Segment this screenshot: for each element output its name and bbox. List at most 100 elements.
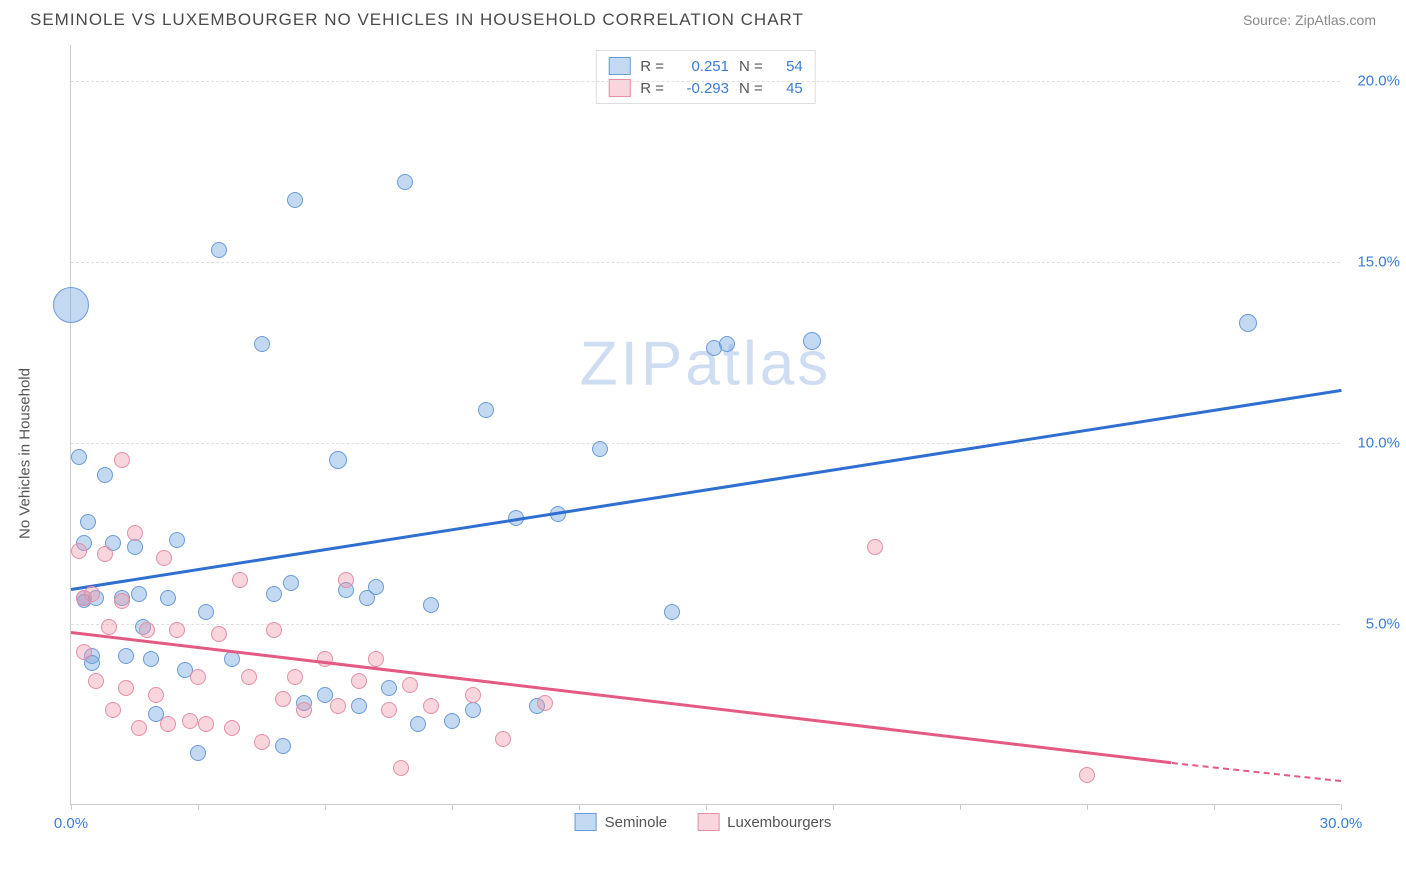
scatter-point-luxembourgers	[317, 651, 333, 667]
scatter-point-luxembourgers	[266, 622, 282, 638]
scatter-point-seminole	[329, 451, 347, 469]
scatter-point-luxembourgers	[71, 543, 87, 559]
scatter-point-seminole	[444, 713, 460, 729]
watermark-zip: ZIP	[580, 329, 685, 398]
x-tick	[71, 804, 72, 810]
scatter-point-luxembourgers	[211, 626, 227, 642]
x-tick	[579, 804, 580, 810]
scatter-point-luxembourgers	[101, 619, 117, 635]
scatter-point-luxembourgers	[84, 586, 100, 602]
r-label: R =	[640, 58, 664, 75]
scatter-point-seminole	[664, 604, 680, 620]
scatter-point-luxembourgers	[156, 550, 172, 566]
scatter-point-luxembourgers	[423, 698, 439, 714]
scatter-point-luxembourgers	[232, 572, 248, 588]
scatter-point-seminole	[266, 586, 282, 602]
scatter-point-seminole	[71, 449, 87, 465]
r-value: 0.251	[674, 58, 729, 75]
scatter-point-luxembourgers	[275, 691, 291, 707]
scatter-point-luxembourgers	[190, 669, 206, 685]
x-tick	[452, 804, 453, 810]
x-tick	[960, 804, 961, 810]
scatter-point-luxembourgers	[182, 713, 198, 729]
scatter-point-seminole	[803, 332, 821, 350]
scatter-point-seminole	[97, 467, 113, 483]
series-legend: Seminole Luxembourgers	[575, 813, 832, 831]
scatter-point-luxembourgers	[330, 698, 346, 714]
scatter-point-seminole	[254, 336, 270, 352]
legend-swatch	[697, 813, 719, 831]
scatter-point-luxembourgers	[393, 760, 409, 776]
scatter-point-luxembourgers	[338, 572, 354, 588]
x-tick-label: 0.0%	[54, 815, 88, 832]
scatter-point-luxembourgers	[381, 702, 397, 718]
scatter-point-luxembourgers	[368, 651, 384, 667]
legend-swatch	[575, 813, 597, 831]
scatter-point-seminole	[368, 579, 384, 595]
chart-container: No Vehicles in Household ZIPatlas R =0.2…	[30, 35, 1376, 855]
n-label: N =	[739, 58, 763, 75]
scatter-point-seminole	[224, 651, 240, 667]
scatter-point-luxembourgers	[537, 695, 553, 711]
legend-series-item: Luxembourgers	[697, 813, 831, 831]
chart-title: SEMINOLE VS LUXEMBOURGER NO VEHICLES IN …	[30, 10, 804, 30]
scatter-point-seminole	[143, 651, 159, 667]
trend-line-seminole	[71, 389, 1341, 591]
plot-area: ZIPatlas R =0.251N =54R =-0.293N =45 5.0…	[70, 45, 1340, 805]
scatter-point-seminole	[198, 604, 214, 620]
x-tick	[706, 804, 707, 810]
legend-swatch	[608, 57, 630, 75]
legend-series-label: Luxembourgers	[727, 814, 831, 831]
scatter-point-luxembourgers	[139, 622, 155, 638]
scatter-point-luxembourgers	[287, 669, 303, 685]
scatter-point-luxembourgers	[465, 687, 481, 703]
legend-series-label: Seminole	[605, 814, 668, 831]
scatter-point-luxembourgers	[105, 702, 121, 718]
legend-correlation-row: R = 0.251 N = 54	[608, 55, 803, 77]
source-label: Source: ZipAtlas.com	[1243, 12, 1376, 28]
y-tick-label: 20.0%	[1345, 73, 1400, 90]
scatter-point-seminole	[287, 192, 303, 208]
gridline	[71, 624, 1340, 625]
y-tick-label: 10.0%	[1345, 435, 1400, 452]
n-value: 54	[773, 58, 803, 75]
scatter-point-luxembourgers	[351, 673, 367, 689]
gridline	[71, 81, 1340, 82]
correlation-legend: R =0.251N =54R =-0.293N =45	[595, 50, 816, 104]
x-tick	[198, 804, 199, 810]
scatter-point-seminole	[131, 586, 147, 602]
x-tick	[1341, 804, 1342, 810]
x-tick	[325, 804, 326, 810]
scatter-point-seminole	[211, 242, 227, 258]
scatter-point-luxembourgers	[867, 539, 883, 555]
scatter-point-seminole	[275, 738, 291, 754]
scatter-point-seminole	[719, 336, 735, 352]
scatter-point-seminole	[1239, 314, 1257, 332]
y-axis-label: No Vehicles in Household	[17, 368, 34, 539]
gridline	[71, 443, 1340, 444]
scatter-point-seminole	[190, 745, 206, 761]
x-tick	[1214, 804, 1215, 810]
scatter-point-seminole	[423, 597, 439, 613]
scatter-point-luxembourgers	[169, 622, 185, 638]
scatter-point-seminole	[397, 174, 413, 190]
gridline	[71, 262, 1340, 263]
scatter-point-seminole	[351, 698, 367, 714]
trend-line-luxembourgers	[71, 631, 1172, 764]
trend-line-dash-luxembourgers	[1172, 762, 1342, 782]
x-tick	[1087, 804, 1088, 810]
scatter-point-luxembourgers	[495, 731, 511, 747]
scatter-point-luxembourgers	[131, 720, 147, 736]
scatter-point-luxembourgers	[88, 673, 104, 689]
scatter-point-seminole	[381, 680, 397, 696]
scatter-point-luxembourgers	[296, 702, 312, 718]
scatter-point-seminole	[465, 702, 481, 718]
scatter-point-luxembourgers	[254, 734, 270, 750]
scatter-point-luxembourgers	[198, 716, 214, 732]
scatter-point-seminole	[127, 539, 143, 555]
scatter-point-seminole	[80, 514, 96, 530]
x-tick-label: 30.0%	[1320, 815, 1363, 832]
scatter-point-luxembourgers	[224, 720, 240, 736]
scatter-point-luxembourgers	[160, 716, 176, 732]
scatter-point-luxembourgers	[114, 452, 130, 468]
